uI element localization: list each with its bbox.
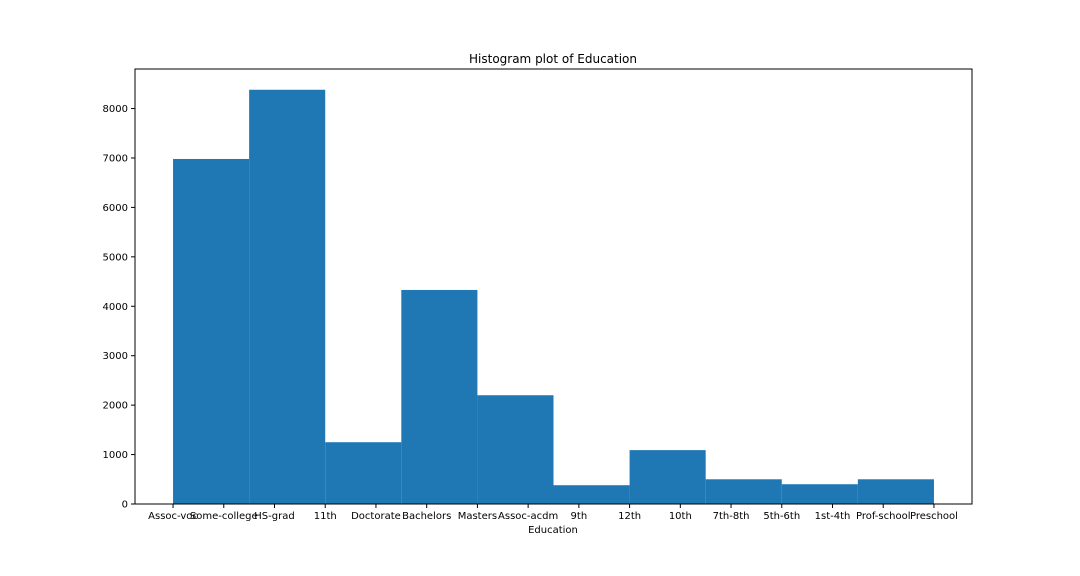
y-tick-label: 2000 [103,401,128,412]
chart-title: Histogram plot of Education [469,52,637,66]
x-tick-label: 9th [571,511,588,522]
x-tick-label: 12th [618,511,641,522]
histogram-bar-3 [325,442,402,504]
x-axis-label: Education [528,525,578,536]
plot-frame [134,68,973,505]
y-tick-label: 7000 [103,153,128,164]
y-tick-label: 1000 [103,450,128,461]
histogram-bar-6 [553,485,630,504]
y-tick-label: 5000 [103,252,128,263]
x-tick-label: HS-grad [254,511,294,522]
x-tick-label: Some-college [190,511,258,522]
y-tick-label: 8000 [103,104,128,115]
y-tick-label: 4000 [103,302,128,313]
y-axis: 0 1000 2000 3000 4000 5000 6000 7000 8000 [103,104,135,511]
y-tick-label: 0 [122,500,128,511]
histogram-bar-4 [401,289,478,504]
histogram-bar-7 [629,450,706,504]
histogram-bar-1 [173,158,250,504]
x-tick-label: 1st-4th [815,511,851,522]
x-tick-label: 5th-6th [763,511,800,522]
x-tick-label: Prof-school [856,511,911,522]
x-tick-label: 7th-8th [713,511,750,522]
histogram-bar-9 [781,484,858,504]
x-tick-label: Preschool [910,511,958,522]
histogram-bar-10 [857,479,934,504]
x-tick-label: Assoc-voc [148,511,198,522]
histogram-bar-5 [477,395,554,504]
x-tick-label: Masters [458,511,497,522]
histogram-bar-2 [249,89,326,505]
x-tick-label: 11th [314,511,337,522]
histogram-bar-8 [705,479,782,504]
bars-group [173,89,934,505]
x-tick-label: Bachelors [402,511,451,522]
x-tick-label: Doctorate [351,511,401,522]
x-tick-label: Assoc-acdm [498,511,558,522]
x-tick-label: 10th [669,511,692,522]
y-tick-label: 3000 [103,351,128,362]
y-tick-label: 6000 [103,203,128,214]
